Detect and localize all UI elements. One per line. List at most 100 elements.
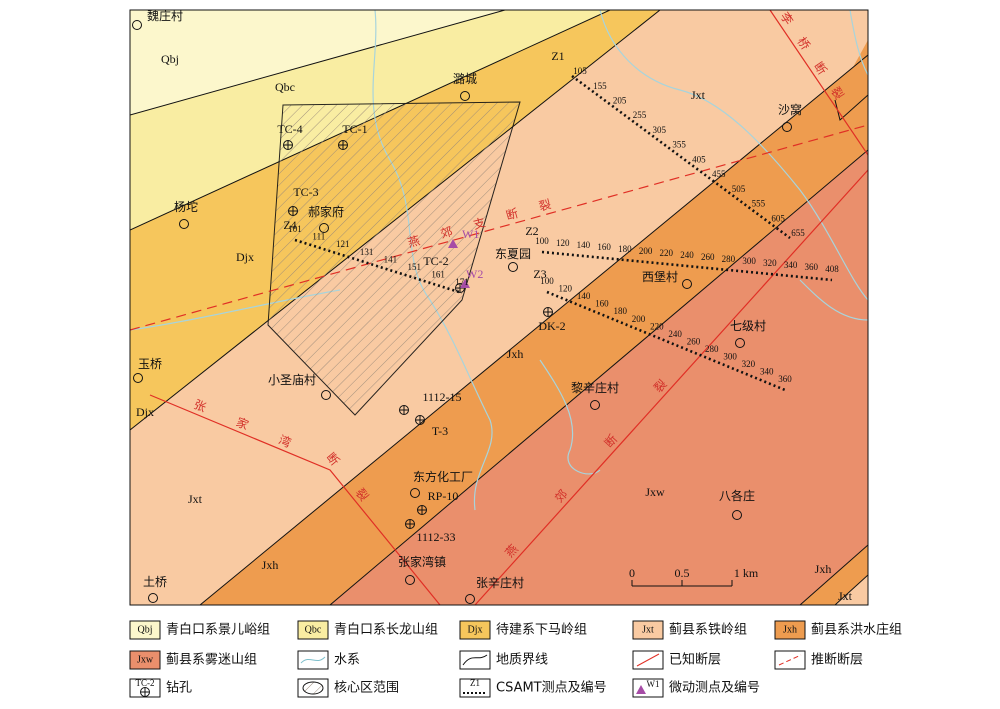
legend-fault xyxy=(636,653,660,667)
map-frame xyxy=(129,9,869,606)
place-marker xyxy=(405,575,415,585)
station-label: 101 xyxy=(288,224,302,234)
legend-label: 微动测点及编号 xyxy=(669,681,760,696)
station-label: 555 xyxy=(752,199,766,209)
survey-line xyxy=(571,74,791,240)
legend-symbol: Qbj xyxy=(138,624,153,635)
place-marker xyxy=(682,279,692,289)
place-label: 潞城 xyxy=(453,71,477,86)
borehole-cross xyxy=(417,505,427,515)
station-label: 151 xyxy=(408,262,422,272)
legend-label: 蓟县系洪水庄组 xyxy=(811,622,902,638)
scale-bar xyxy=(631,580,733,587)
borehole-label: RP-10 xyxy=(428,489,459,503)
station-label: 100 xyxy=(540,276,554,286)
place-label: 东夏园 xyxy=(495,247,531,261)
place-label: 郝家府 xyxy=(308,204,344,219)
borehole-label: T-3 xyxy=(432,424,448,438)
borehole-label: TC-1 xyxy=(342,122,367,136)
station-label: 340 xyxy=(784,260,798,270)
legend-label: 青白口系长龙山组 xyxy=(334,622,438,638)
jxh-strip xyxy=(835,40,868,120)
place-marker xyxy=(319,223,329,233)
legend-label: 已知断层 xyxy=(669,652,721,668)
legend-boundary xyxy=(462,654,488,666)
borehole-label: TC-3 xyxy=(293,185,318,199)
station-label: 405 xyxy=(692,154,706,164)
station-label: 205 xyxy=(613,96,627,106)
formation-label: Jxh xyxy=(815,562,832,576)
formation-label: Qbc xyxy=(275,80,295,94)
place-marker xyxy=(321,390,331,400)
station-label: 605 xyxy=(771,213,785,223)
formation-label: Jxh xyxy=(507,347,524,361)
legend-symbol: Qbc xyxy=(305,624,322,635)
geology xyxy=(130,10,868,605)
place-label: 土桥 xyxy=(143,575,167,589)
place-label: 沙窝 xyxy=(778,102,802,117)
legend-water xyxy=(300,656,326,664)
survey-line-name: Z4 xyxy=(283,218,296,232)
borehole-cross xyxy=(338,140,348,150)
scale-label: 0 xyxy=(629,566,635,580)
place-label: 杨坨 xyxy=(174,199,198,214)
formation-label: Jxt xyxy=(838,589,853,603)
station-label: 141 xyxy=(384,254,398,264)
station-label: 155 xyxy=(593,81,607,91)
station-label: 408 xyxy=(825,264,839,274)
borehole-cross xyxy=(405,519,415,529)
station-label: 320 xyxy=(763,258,777,268)
place-marker xyxy=(590,400,600,410)
survey-line-name: Z3 xyxy=(533,267,546,281)
borehole-cross xyxy=(288,206,298,216)
legend-label: 蓟县系铁岭组 xyxy=(669,623,747,638)
station-label: 260 xyxy=(687,336,701,346)
place-marker xyxy=(133,373,143,383)
legend-symbol: Jxw xyxy=(137,654,154,665)
station-label: 220 xyxy=(650,321,664,331)
legend-label: 水系 xyxy=(334,653,360,668)
place-label: 黎辛庄村 xyxy=(571,380,619,395)
station-label: 240 xyxy=(668,329,682,339)
legend-swatch xyxy=(297,620,329,640)
legend-swatch xyxy=(459,620,491,640)
legend-symbol: Z1 xyxy=(470,678,480,688)
station-label: 160 xyxy=(595,299,609,309)
micro-label: W2 xyxy=(466,267,483,281)
place-marker xyxy=(410,488,420,498)
station-label: 120 xyxy=(556,238,570,248)
borehole-cross xyxy=(140,687,150,697)
micro-point xyxy=(460,279,470,288)
place-marker xyxy=(179,219,189,229)
station-label: 505 xyxy=(732,184,746,194)
core-area xyxy=(267,101,521,416)
formation-label: Djx xyxy=(136,405,154,419)
station-label: 360 xyxy=(805,262,819,272)
place-label: 七级村 xyxy=(730,319,766,333)
legend-label: 地质界线 xyxy=(496,653,548,668)
formation-label: Jxh xyxy=(262,558,279,572)
micro-label: W1 xyxy=(462,227,479,241)
place-marker xyxy=(460,91,470,101)
place-label: 小圣庙村 xyxy=(268,373,316,387)
station-label: 171 xyxy=(455,277,469,287)
borehole-cross xyxy=(543,307,553,317)
place-marker xyxy=(465,594,475,604)
station-label: 140 xyxy=(577,240,591,250)
station-label: 105 xyxy=(573,66,587,76)
station-label: 320 xyxy=(742,359,756,369)
station-label: 161 xyxy=(431,269,445,279)
station-label: 121 xyxy=(336,239,350,249)
legend-core xyxy=(302,681,324,695)
legend-symbol: TC-2 xyxy=(136,678,155,688)
station-label: 140 xyxy=(577,291,591,301)
station-label: 200 xyxy=(632,314,646,324)
place-label: 西堡村 xyxy=(642,269,678,284)
station-label: 340 xyxy=(760,367,774,377)
legend-label: 青白口系景儿峪组 xyxy=(166,622,270,638)
place-label: 张辛庄村 xyxy=(476,575,524,590)
place-marker xyxy=(732,510,742,520)
station-label: 220 xyxy=(660,248,674,258)
legend-label: 推断断层 xyxy=(811,653,863,668)
